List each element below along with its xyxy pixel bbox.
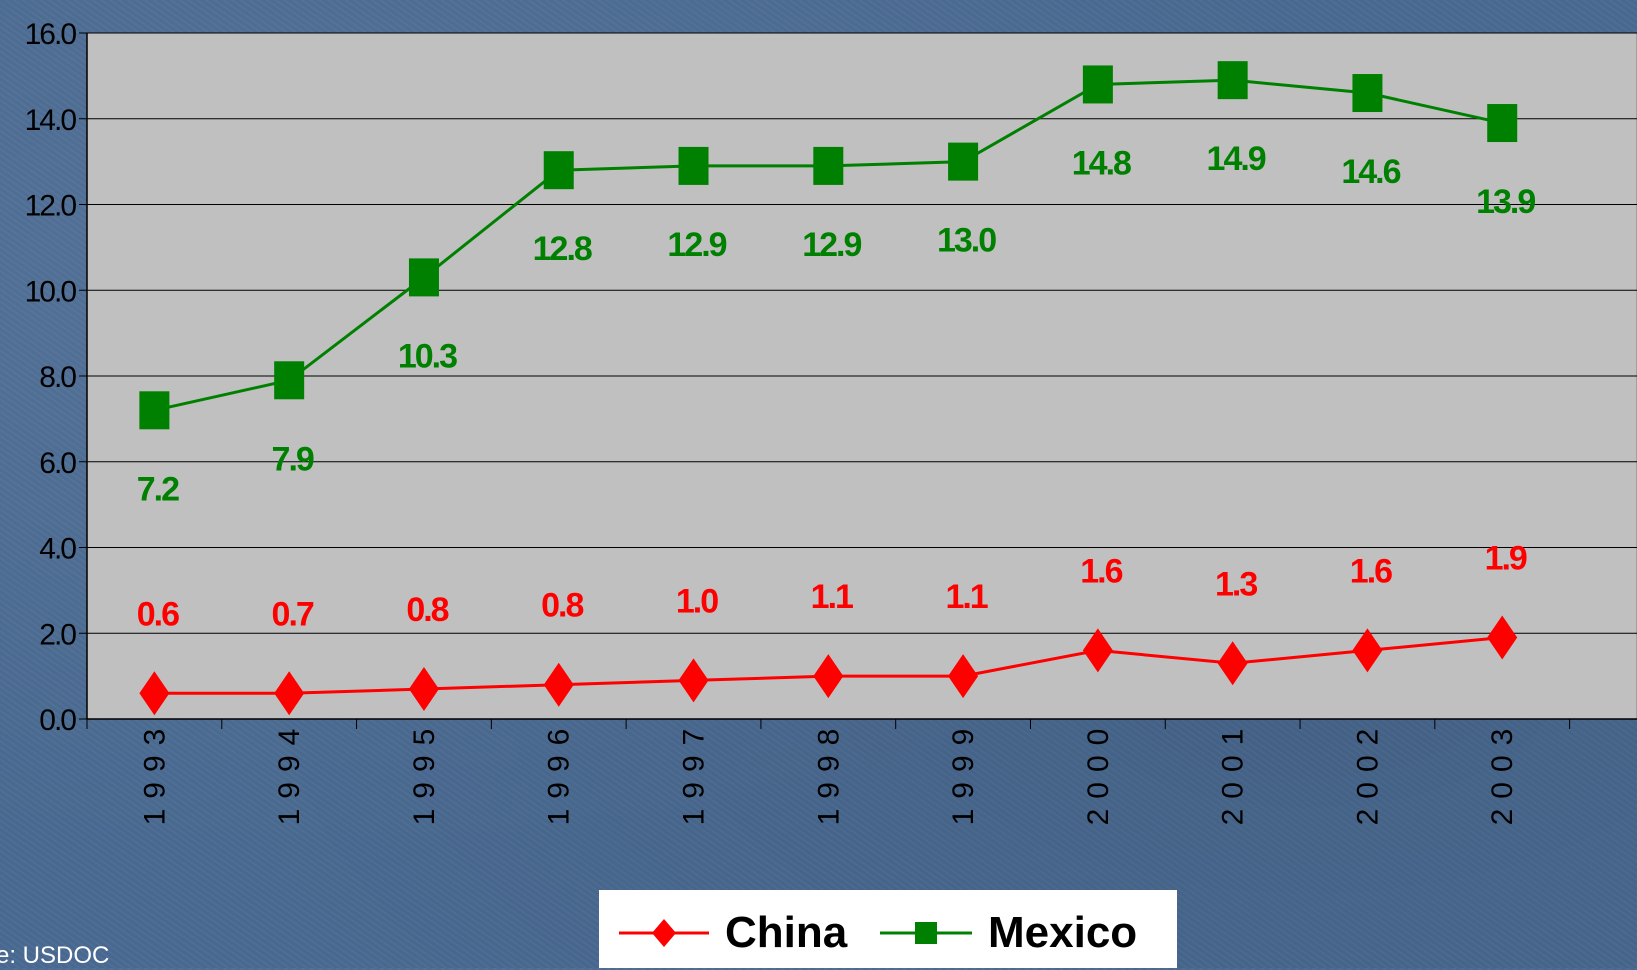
legend-label-mexico: Mexico (988, 908, 1137, 957)
y-tick-label: 0.0 (39, 704, 76, 737)
data-label-mexico: 12.9 (802, 226, 861, 264)
legend-label-china: China (725, 908, 848, 957)
data-label-mexico: 13.9 (1476, 183, 1535, 221)
point-marker-china (678, 658, 709, 703)
data-label-mexico: 13.0 (937, 222, 996, 260)
y-tick-label: 6.0 (39, 447, 76, 480)
point-marker-china (1217, 641, 1248, 686)
point-marker-mexico (139, 391, 170, 430)
point-marker-china (543, 662, 574, 707)
point-marker-mexico (1217, 61, 1248, 100)
x-tick-label: 2001 (1217, 719, 1250, 826)
legend-marker-china (652, 919, 676, 947)
point-marker-china (408, 666, 439, 711)
x-tick-label: 1995 (408, 719, 441, 826)
data-label-mexico: 14.6 (1341, 153, 1400, 191)
point-marker-china (948, 654, 979, 699)
legend-marker-mexico (915, 922, 937, 944)
x-tick-label: 1993 (138, 719, 171, 826)
point-marker-china (813, 654, 844, 699)
point-marker-mexico (1352, 74, 1383, 113)
y-tick-label: 8.0 (39, 361, 76, 394)
data-label-china: 0.6 (137, 595, 179, 633)
y-tick-label: 2.0 (39, 618, 76, 651)
x-tick-label: 2002 (1351, 719, 1384, 826)
y-axis-tick-labels: 0.0 2.0 4.0 6.0 8.0 10.0 12.0 14.0 16.0 (25, 18, 79, 737)
y-tick-label: 10.0 (25, 275, 77, 308)
x-tick-label: 1996 (543, 719, 576, 826)
point-marker-china (1487, 615, 1518, 660)
x-tick-label: 1994 (273, 719, 306, 826)
data-label-china: 1.9 (1485, 540, 1527, 578)
point-marker-china (139, 671, 170, 716)
point-marker-mexico (543, 151, 574, 190)
axes (79, 32, 1637, 729)
data-label-china: 0.8 (541, 587, 583, 625)
x-tick-label: 2000 (1082, 719, 1115, 826)
source-note: e: USDOC (0, 942, 110, 969)
point-marker-mexico (678, 146, 709, 185)
data-label-china: 1.1 (945, 578, 987, 616)
point-marker-mexico (274, 361, 305, 400)
data-label-mexico: 7.9 (272, 440, 314, 478)
data-label-mexico: 7.2 (137, 470, 179, 508)
data-label-mexico: 14.9 (1207, 140, 1266, 178)
x-tick-label: 1998 (812, 719, 845, 826)
point-marker-mexico (408, 258, 439, 297)
y-tick-label: 14.0 (25, 104, 77, 137)
data-label-china: 1.3 (1215, 565, 1257, 603)
y-tick-label: 12.0 (25, 190, 77, 223)
data-label-china: 1.0 (676, 582, 718, 620)
legend: China Mexico (599, 890, 1177, 968)
x-tick-label: 1999 (947, 719, 980, 826)
data-label-china: 0.8 (406, 591, 448, 629)
x-tick-label: 2003 (1486, 719, 1519, 826)
y-tick-label: 4.0 (39, 533, 76, 566)
gridlines (87, 32, 1637, 634)
point-marker-mexico (1082, 65, 1113, 104)
series-markers (139, 61, 1518, 716)
data-label-mexico: 14.8 (1072, 144, 1131, 182)
legend-box (599, 890, 1177, 968)
point-marker-china (1082, 628, 1113, 673)
x-axis-tick-labels: 1993 1994 1995 1996 1997 1998 1999 2000 2001 2002… (138, 719, 1519, 826)
data-label-china: 1.6 (1350, 552, 1392, 590)
point-marker-china (1352, 628, 1383, 673)
data-labels: 0.6 0.7 0.8 0.8 1.0 1.1 1.1 1.6 1.3 1.6 1.9 7.2 7.9 1… (137, 140, 1538, 633)
point-marker-mexico (813, 146, 844, 185)
x-tick-label: 1997 (678, 719, 711, 826)
data-label-china: 0.7 (272, 595, 314, 633)
point-marker-mexico (948, 142, 979, 181)
data-label-china: 1.6 (1080, 552, 1122, 590)
data-label-mexico: 10.3 (398, 337, 457, 375)
data-label-mexico: 12.9 (667, 226, 726, 264)
data-label-china: 1.1 (811, 578, 853, 616)
data-label-mexico: 12.8 (533, 230, 592, 268)
point-marker-china (274, 671, 305, 716)
point-marker-mexico (1487, 104, 1518, 143)
y-tick-label: 16.0 (25, 18, 77, 51)
